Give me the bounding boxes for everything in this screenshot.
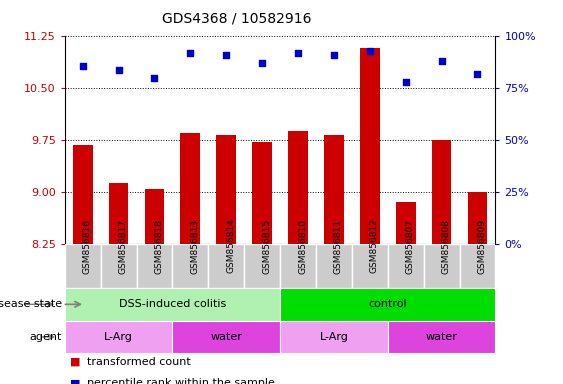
Bar (137, 244, 172, 288)
Text: disease state: disease state (0, 299, 62, 310)
Bar (101, 244, 137, 288)
Bar (280, 244, 316, 288)
Bar (172, 244, 208, 288)
Bar (388, 321, 495, 353)
Point (258, 60, 267, 66)
Bar (288, 131, 308, 244)
Text: GSM856811: GSM856811 (334, 218, 343, 273)
Point (329, 52, 338, 58)
Point (473, 71, 482, 77)
Bar (468, 192, 488, 244)
Bar (396, 202, 415, 244)
Point (114, 66, 123, 73)
Bar (432, 140, 452, 244)
Text: GSM856816: GSM856816 (83, 218, 92, 273)
Bar (244, 244, 280, 288)
Text: water: water (211, 332, 242, 342)
Point (186, 50, 195, 56)
Bar (208, 244, 244, 288)
Bar (73, 145, 92, 244)
Bar (216, 135, 236, 244)
Text: GSM856809: GSM856809 (477, 218, 486, 273)
Text: ■: ■ (70, 378, 81, 384)
Bar (109, 183, 128, 244)
Point (293, 50, 302, 56)
Text: L-Arg: L-Arg (319, 332, 348, 342)
Text: GSM856810: GSM856810 (298, 218, 307, 273)
Bar (145, 189, 164, 244)
Text: GSM856808: GSM856808 (441, 218, 450, 273)
Point (401, 79, 410, 85)
Text: L-Arg: L-Arg (104, 332, 133, 342)
Point (437, 58, 446, 65)
Bar (172, 321, 280, 353)
Text: GSM856818: GSM856818 (154, 218, 163, 273)
Point (78, 63, 87, 69)
Bar (65, 288, 280, 321)
Text: GSM856817: GSM856817 (119, 218, 128, 273)
Bar (252, 142, 272, 244)
Bar (360, 48, 379, 244)
Text: agent: agent (29, 332, 62, 342)
Point (150, 75, 159, 81)
Text: percentile rank within the sample: percentile rank within the sample (87, 378, 275, 384)
Text: GSM856814: GSM856814 (226, 218, 235, 273)
Bar (280, 288, 495, 321)
Text: GSM856815: GSM856815 (262, 218, 271, 273)
Text: GDS4368 / 10582916: GDS4368 / 10582916 (162, 12, 311, 25)
Text: DSS-induced colitis: DSS-induced colitis (119, 299, 226, 310)
Text: transformed count: transformed count (87, 357, 191, 367)
Text: ■: ■ (70, 357, 81, 367)
Bar (424, 244, 459, 288)
Bar (65, 321, 172, 353)
Point (365, 48, 374, 54)
Text: GSM856812: GSM856812 (370, 218, 379, 273)
Bar (324, 135, 344, 244)
Text: control: control (368, 299, 407, 310)
Text: GSM856813: GSM856813 (190, 218, 199, 273)
Bar (352, 244, 388, 288)
Text: GSM856807: GSM856807 (406, 218, 415, 273)
Bar (459, 244, 495, 288)
Bar (65, 244, 101, 288)
Text: water: water (426, 332, 458, 342)
Bar (181, 133, 200, 244)
Bar (280, 321, 388, 353)
Point (222, 52, 231, 58)
Bar (388, 244, 424, 288)
Bar (316, 244, 352, 288)
